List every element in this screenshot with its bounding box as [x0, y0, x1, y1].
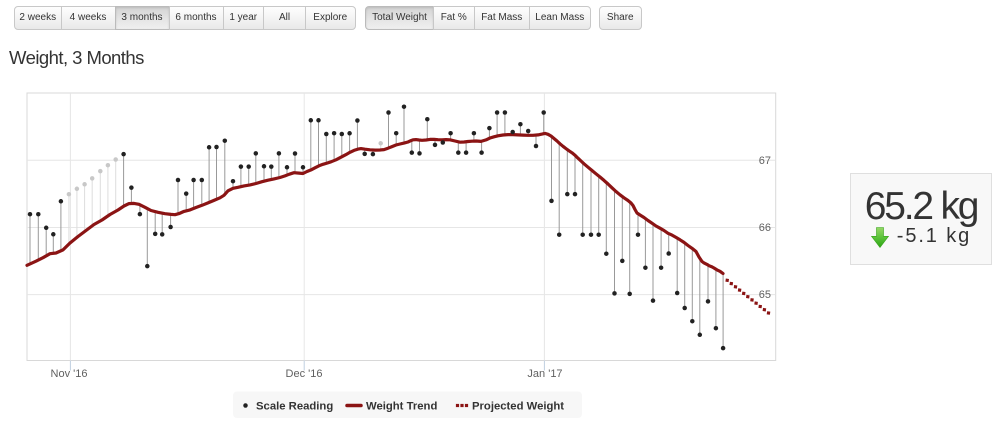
svg-text:Projected Weight: Projected Weight — [472, 401, 564, 413]
svg-text:Dec '16: Dec '16 — [286, 368, 323, 380]
svg-text:65: 65 — [759, 289, 771, 301]
svg-text:Nov '16: Nov '16 — [51, 368, 88, 380]
svg-text:66: 66 — [759, 222, 771, 234]
svg-text:67: 67 — [759, 155, 771, 167]
svg-text:Jan '17: Jan '17 — [527, 368, 562, 380]
svg-text:Weight Trend: Weight Trend — [366, 401, 437, 413]
svg-text:Scale Reading: Scale Reading — [256, 401, 333, 413]
